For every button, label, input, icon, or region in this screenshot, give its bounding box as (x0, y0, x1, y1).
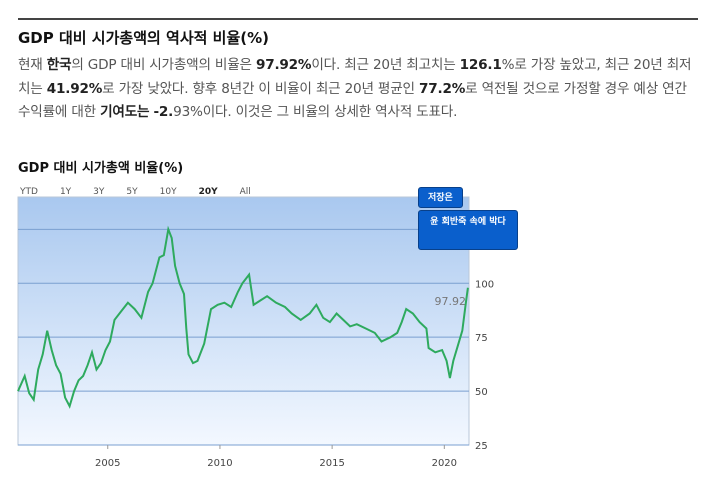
x-tick-label: 2020 (432, 458, 457, 469)
top-rule (18, 18, 698, 20)
article-paragraph: 현재 한국의 GDP 대비 시가총액의 비율은 97.92%이다. 최근 20년… (18, 54, 698, 125)
paragraph-segment: 41.92% (46, 80, 103, 97)
paragraph-segment: 97.92% (255, 57, 312, 73)
range-tab-ytd[interactable]: YTD (20, 187, 38, 197)
y-tick-label: 75 (475, 333, 488, 344)
paragraph-segment: 기여도는 (100, 104, 150, 120)
x-tick-label: 2005 (95, 458, 120, 469)
range-tabs: YTD 1Y 3Y 5Y 10Y 20Y All (20, 187, 273, 197)
y-tick-label: 100 (475, 279, 494, 290)
save-button[interactable]: 저장은 (418, 187, 463, 208)
article-title: GDP 대비 시가총액의 역사적 비율(%) (18, 29, 269, 47)
plaster-button[interactable]: 윤 회반죽 속에 박다 (418, 210, 518, 250)
paragraph-segment: 로 가장 낮았다. 향후 8년간 이 비율이 최근 20년 평균인 (102, 80, 419, 97)
plot-area (17, 196, 470, 446)
paragraph-segment: 이다. 최근 20년 최고치는 (311, 57, 460, 73)
x-tick-label: 2015 (319, 458, 344, 469)
paragraph-segment: 의 GDP 대비 시가총액의 비율은 (71, 57, 256, 73)
paragraph-segment: 77.2% (418, 80, 466, 97)
x-tick-label: 2010 (207, 458, 232, 469)
paragraph-segment: 현재 (18, 57, 47, 73)
range-tab-10y[interactable]: 10Y (159, 187, 177, 197)
range-tab-all[interactable]: All (239, 187, 251, 197)
paragraph-segment: %로 가장 높았고, 최근 20년 최저치는 (18, 57, 692, 97)
range-tab-3y[interactable]: 3Y (93, 187, 105, 197)
series-line (17, 225, 469, 409)
y-tick-label: 50 (475, 387, 488, 398)
paragraph-segment: 한국 (46, 57, 72, 73)
current-value-label: 97.92 (435, 295, 467, 308)
paragraph-segment: -2. (153, 104, 174, 120)
paragraph-segment: 로 역전될 것으로 가정할 경우 예상 연간 수익률에 대한 (18, 80, 687, 121)
paragraph-segment: 93%이다. 이것은 그 비율의 상세한 역사적 도표다. (173, 104, 458, 120)
range-tab-20y[interactable]: 20Y (198, 187, 218, 197)
range-tab-1y[interactable]: 1Y (59, 187, 72, 197)
range-tab-5y[interactable]: 5Y (126, 187, 138, 197)
paragraph-segment: 126.1 (459, 57, 502, 73)
y-tick-label: 25 (475, 441, 488, 452)
chart-title: GDP 대비 시가총액 비율(%) (18, 161, 184, 176)
